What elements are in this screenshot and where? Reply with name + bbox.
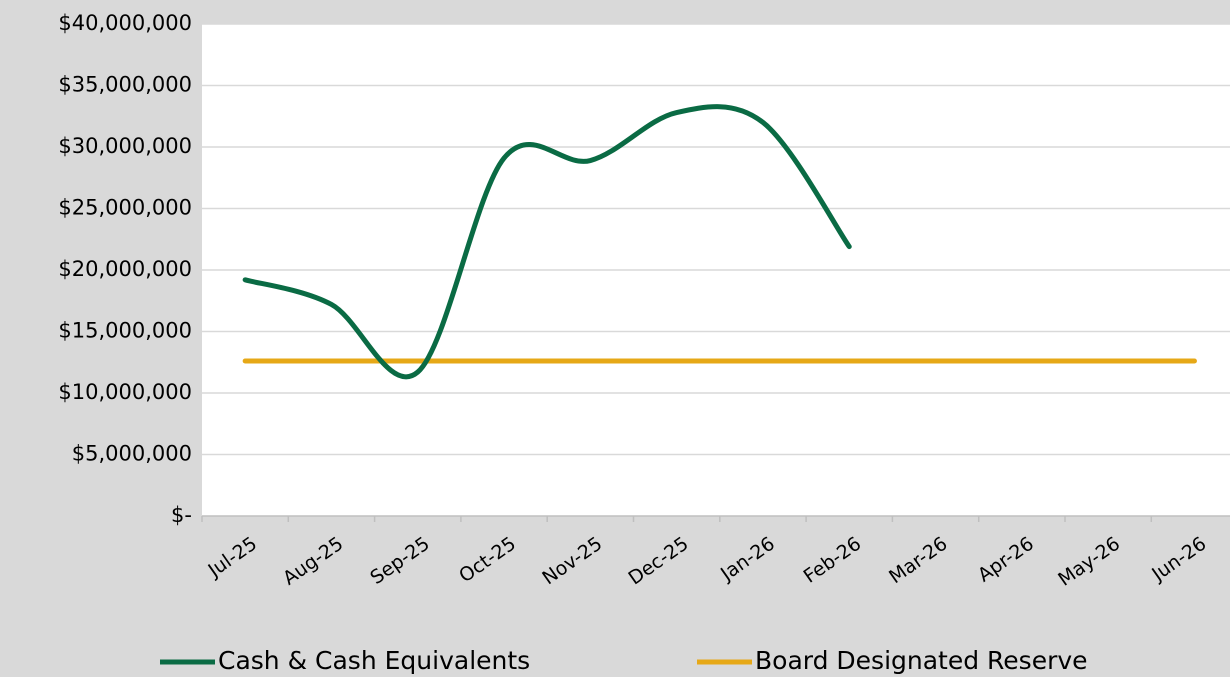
y-tick-label: $- — [171, 503, 192, 527]
y-tick-label: $15,000,000 — [58, 319, 192, 343]
y-tick-label: $25,000,000 — [58, 196, 192, 220]
x-tick-label: Apr-26 — [974, 533, 1038, 587]
x-tick-label: Feb-26 — [800, 533, 866, 588]
y-tick-label: $30,000,000 — [58, 134, 192, 158]
y-tick-label: $20,000,000 — [58, 257, 192, 281]
x-tick-label: Sep-25 — [366, 533, 433, 589]
x-tick-label: Jul-25 — [204, 533, 262, 583]
y-tick-label: $40,000,000 — [58, 11, 192, 35]
y-tick-label: $5,000,000 — [72, 442, 192, 466]
x-tick-label: Jun-26 — [1147, 533, 1210, 586]
series-line — [242, 104, 852, 380]
x-tick-label: May-26 — [1054, 533, 1124, 591]
x-tick-label: Oct-25 — [455, 533, 520, 588]
x-tick-label: Dec-25 — [625, 533, 693, 590]
x-tick-label: Mar-26 — [885, 533, 951, 589]
legend-label: Cash & Cash Equivalents — [218, 646, 530, 675]
y-tick-label: $10,000,000 — [58, 380, 192, 404]
x-tick-label: Aug-25 — [279, 533, 347, 590]
legend-label: Board Designated Reserve — [755, 646, 1088, 675]
x-tick-label: Nov-25 — [538, 533, 606, 590]
y-tick-label: $35,000,000 — [58, 73, 192, 97]
x-tick-label: Jan-26 — [716, 533, 779, 586]
